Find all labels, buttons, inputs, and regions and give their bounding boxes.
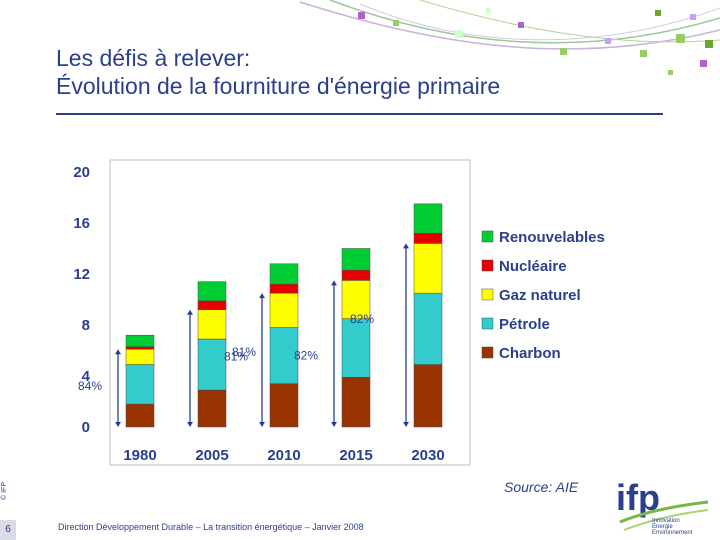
bar-segment-renouvelables-2015: [341, 248, 371, 271]
bar-segment-charbon-2010: [269, 383, 299, 428]
y-tick-label: 16: [73, 215, 90, 232]
bar-segment-charbon-1980: [125, 403, 155, 428]
annotation-arrowhead-up: [331, 280, 337, 286]
bar-segment-renouvelables-2030: [413, 203, 443, 234]
annotation-arrowhead-up: [187, 309, 193, 315]
bar-segment-nuclaire-1980: [125, 346, 155, 350]
bar-segment-ptrole-1980: [125, 364, 155, 405]
bar-segment-renouvelables-2010: [269, 263, 299, 285]
y-tick-label: 8: [82, 317, 90, 334]
copyright-note: © IFP: [1, 482, 8, 500]
legend-label: Gaz naturel: [499, 287, 581, 304]
annotation-label: 82%: [350, 312, 374, 326]
legend-swatch: [481, 288, 494, 301]
annotation-arrowhead-down: [115, 422, 121, 427]
legend-label: Nucléaire: [499, 258, 567, 275]
source-note: Source: AIE: [504, 479, 579, 495]
ifp-tagline-3: Environnement: [652, 530, 693, 536]
annotation-arrowhead-down: [331, 422, 337, 427]
ifp-tagline-2: Énergie: [652, 523, 673, 530]
bar-segment-gaznaturel-2010: [269, 292, 299, 328]
bar-segment-ptrole-2010: [269, 327, 299, 384]
x-tick-label: 2010: [267, 447, 300, 464]
legend-label: Pétrole: [499, 316, 550, 333]
bar-segment-gaznaturel-2030: [413, 243, 443, 294]
header-decoration: [299, 0, 720, 75]
stacked-bar-chart: 0 4 8 12 16 20 1980 2005 2010 2015 2030 84% 81%81% 82…: [73, 159, 605, 466]
bar-segment-gaznaturel-2015: [341, 280, 371, 319]
x-tick-label: 1980: [123, 447, 156, 464]
annotation-arrowhead-up: [259, 293, 265, 299]
bar-segment-nuclaire-2030: [413, 232, 443, 244]
annotation-label: 81%: [232, 345, 256, 359]
annotation-label: 84%: [78, 379, 102, 393]
bar-segment-ptrole-2030: [413, 292, 443, 365]
bar-segment-nuclaire-2010: [269, 283, 299, 294]
footer-text: Direction Développement Durable – La tra…: [58, 522, 364, 532]
bar-segment-nuclaire-2005: [197, 300, 227, 310]
annotation-arrowhead-down: [187, 422, 193, 427]
bar-segment-ptrole-2015: [341, 318, 371, 378]
legend-label: Renouvelables: [499, 229, 605, 246]
annotation-arrowhead-up: [115, 349, 121, 355]
bar-segment-charbon-2030: [413, 364, 443, 428]
y-tick-label: 0: [82, 419, 90, 436]
annotation-arrowhead-up: [403, 243, 409, 249]
bar-segment-renouvelables-2005: [197, 281, 227, 302]
y-tick-label: 12: [73, 266, 90, 283]
legend-swatch: [481, 346, 494, 359]
title-divider: [56, 113, 663, 115]
x-tick-label: 2015: [339, 447, 372, 464]
ifp-logo: ifp Innovation Énergie Environnement: [616, 477, 709, 536]
annotation-label: 81%: [224, 349, 248, 363]
x-tick-label: 2030: [411, 447, 444, 464]
bar-segment-nuclaire-2015: [341, 269, 371, 281]
annotation-label: 82%: [294, 349, 318, 363]
y-tick-label: 4: [82, 368, 91, 385]
bar-segment-gaznaturel-2005: [197, 309, 227, 340]
annotation-arrowhead-down: [259, 422, 265, 427]
title-line-1: Les défis à relever:: [56, 45, 251, 71]
y-tick-label: 20: [73, 164, 90, 181]
legend-swatch: [481, 230, 494, 243]
title-line-2: Évolution de la fourniture d'énergie pri…: [56, 73, 501, 99]
ifp-tagline-1: Innovation: [652, 518, 680, 524]
bar-segment-renouvelables-1980: [125, 334, 155, 347]
legend-swatch: [481, 317, 494, 330]
page-number: 6: [0, 520, 16, 540]
x-tick-label: 2005: [195, 447, 228, 464]
bar-segment-gaznaturel-1980: [125, 348, 155, 365]
bar-segment-charbon-2005: [197, 389, 227, 428]
bar-segment-charbon-2015: [341, 377, 371, 428]
legend-label: Charbon: [499, 345, 561, 362]
bar-segment-ptrole-2005: [197, 338, 227, 391]
page-title: Les défis à relever: Évolution de la fou…: [56, 44, 696, 100]
annotation-arrowhead-down: [403, 422, 409, 427]
legend-swatch: [481, 259, 494, 272]
